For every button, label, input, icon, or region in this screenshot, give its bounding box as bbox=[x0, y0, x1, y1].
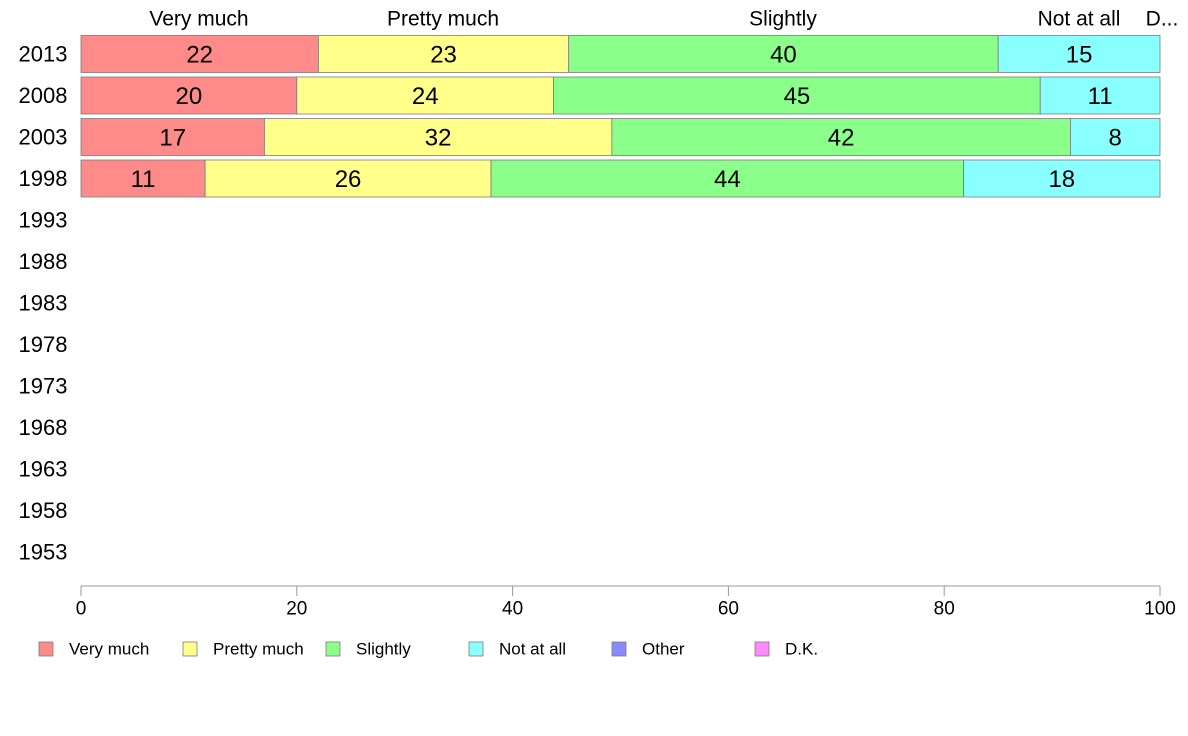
legend-label-2: Slightly bbox=[356, 640, 411, 659]
bar-2013-very-much bbox=[80, 35, 319, 73]
bar-1998-not-at-all bbox=[963, 159, 1161, 198]
bars bbox=[80, 35, 1161, 198]
legend-label-5: D.K. bbox=[785, 640, 818, 659]
x-tick-label-0: 0 bbox=[76, 599, 87, 620]
value-label-1998-1: 26 bbox=[335, 166, 362, 193]
value-label-2003-3: 8 bbox=[1109, 125, 1122, 152]
bar-2008-not-at-all bbox=[1039, 76, 1161, 115]
x-tick-label-20: 20 bbox=[286, 599, 307, 620]
legend-label-0: Very much bbox=[69, 640, 149, 659]
year-label-1973: 1973 bbox=[19, 374, 68, 399]
year-axis-labels: 2013 2008 2003 1998 1993 1988 1983 1978 1973 1968… bbox=[19, 42, 68, 565]
top-label-2: Slightly bbox=[749, 8, 817, 31]
value-label-2013-2: 40 bbox=[770, 42, 797, 69]
bar-1998-pretty-much bbox=[204, 159, 492, 198]
value-label-2008-2: 45 bbox=[784, 83, 811, 110]
legend-swatch-4 bbox=[611, 641, 627, 657]
value-label-1998-0: 11 bbox=[131, 166, 156, 193]
bar-2013-slightly bbox=[568, 35, 999, 73]
value-label-2003-2: 42 bbox=[828, 125, 855, 152]
bar-2003-not-at-all bbox=[1070, 118, 1161, 156]
value-label-2013-1: 23 bbox=[430, 42, 457, 69]
bar-2003-pretty-much bbox=[264, 118, 613, 156]
value-label-2003-1: 32 bbox=[425, 125, 452, 152]
year-label-1953: 1953 bbox=[19, 540, 68, 565]
legend-label-1: Pretty much bbox=[213, 640, 304, 659]
x-tick-label-40: 40 bbox=[502, 599, 523, 620]
legend-swatch-5 bbox=[754, 641, 770, 657]
legend-swatch-3 bbox=[468, 641, 484, 657]
value-label-1998-3: 18 bbox=[1048, 166, 1075, 193]
top-label-1: Pretty much bbox=[387, 8, 499, 31]
x-tick-label-60: 60 bbox=[718, 599, 739, 620]
year-label-2008: 2008 bbox=[19, 83, 68, 108]
legend-swatch-2 bbox=[325, 641, 341, 657]
bar-1998-slightly bbox=[490, 159, 965, 198]
value-label-2008-3: 11 bbox=[1088, 83, 1113, 110]
year-label-1988: 1988 bbox=[19, 249, 68, 274]
year-label-1998: 1998 bbox=[19, 166, 68, 191]
top-label-4: D... bbox=[1146, 8, 1179, 31]
year-label-2003: 2003 bbox=[19, 125, 68, 150]
legend-label-3: Not at all bbox=[499, 640, 566, 659]
legend-swatch-0 bbox=[38, 641, 54, 657]
year-label-1993: 1993 bbox=[19, 208, 68, 233]
x-tick-label-100: 100 bbox=[1144, 599, 1176, 620]
value-label-1998-2: 44 bbox=[714, 166, 741, 193]
bar-2008-very-much bbox=[80, 76, 298, 115]
year-label-1983: 1983 bbox=[19, 291, 68, 316]
value-label-2013-3: 15 bbox=[1066, 42, 1093, 69]
top-label-0: Very much bbox=[149, 8, 248, 31]
bar-2003-very-much bbox=[80, 118, 265, 156]
top-label-3: Not at all bbox=[1038, 8, 1121, 31]
value-label-2008-1: 24 bbox=[412, 83, 439, 110]
year-label-2013: 2013 bbox=[19, 42, 68, 67]
x-axis: 0 20 40 60 80 100 bbox=[76, 585, 1176, 620]
bar-2013-pretty-much bbox=[317, 35, 570, 73]
value-label-2003-0: 17 bbox=[159, 125, 186, 152]
bar-1998-very-much bbox=[80, 159, 206, 198]
x-tick-label-80: 80 bbox=[934, 599, 955, 620]
legend: Very much Pretty much Slightly Not at all Ot… bbox=[38, 640, 818, 659]
year-label-1958: 1958 bbox=[19, 498, 68, 523]
bar-2008-pretty-much bbox=[296, 76, 555, 115]
year-label-1978: 1978 bbox=[19, 332, 68, 357]
year-label-1968: 1968 bbox=[19, 415, 68, 440]
legend-label-4: Other bbox=[642, 640, 685, 659]
value-label-2008-0: 20 bbox=[176, 83, 203, 110]
bar-2008-slightly bbox=[553, 76, 1041, 115]
legend-swatch-1 bbox=[182, 641, 198, 657]
bar-2013-not-at-all bbox=[997, 35, 1161, 73]
year-label-1963: 1963 bbox=[19, 457, 68, 482]
value-label-2013-0: 22 bbox=[186, 42, 213, 69]
top-category-labels: Very much Pretty much Slightly Not at all D.… bbox=[149, 8, 1178, 31]
